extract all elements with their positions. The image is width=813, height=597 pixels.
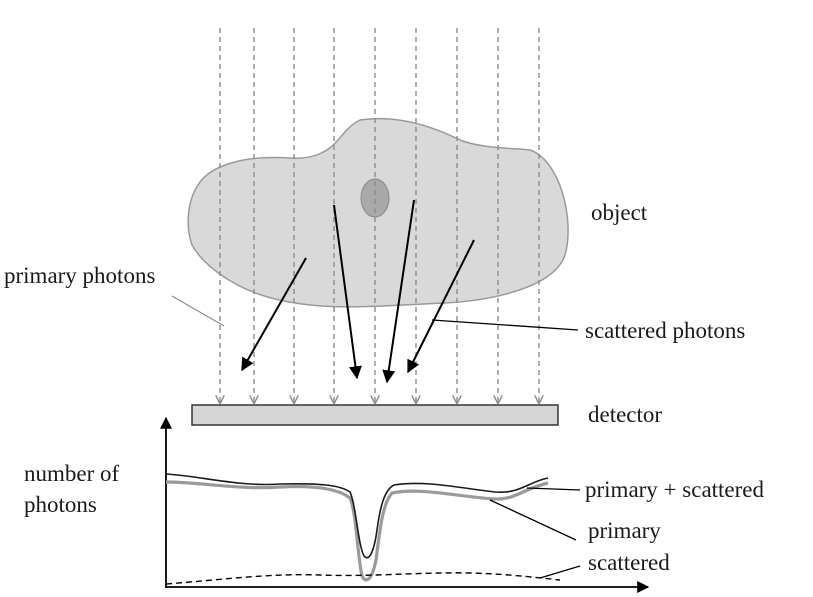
detector-bar [191, 404, 559, 426]
y-axis-label-line1: number of [24, 461, 120, 486]
primary-photons-label: primary photons [4, 263, 155, 288]
scatter-arrow-group [241, 199, 475, 384]
scatter-arrow [333, 204, 362, 380]
scattered-curve [165, 572, 561, 585]
detector-label: detector [588, 402, 662, 427]
total-curve [165, 473, 549, 559]
scatter-arrow [382, 199, 415, 384]
y-axis-label-line2: photons [24, 492, 97, 517]
total-leader [526, 487, 581, 491]
primary-leader [489, 499, 577, 541]
primary-plus-scattered-label: primary + scattered [585, 477, 765, 502]
primary-label: primary [588, 518, 661, 543]
scattered-label: scattered [588, 550, 670, 575]
scattered-photons-label: scattered photons [585, 318, 745, 343]
scatter-arrow [407, 239, 475, 374]
primary-curve [165, 480, 549, 582]
primary-photons-leader [171, 295, 225, 327]
object-label: object [591, 200, 648, 225]
scatter-arrow [241, 257, 307, 372]
scattered-photons-leader [431, 319, 579, 331]
scattered-leader [539, 565, 581, 579]
